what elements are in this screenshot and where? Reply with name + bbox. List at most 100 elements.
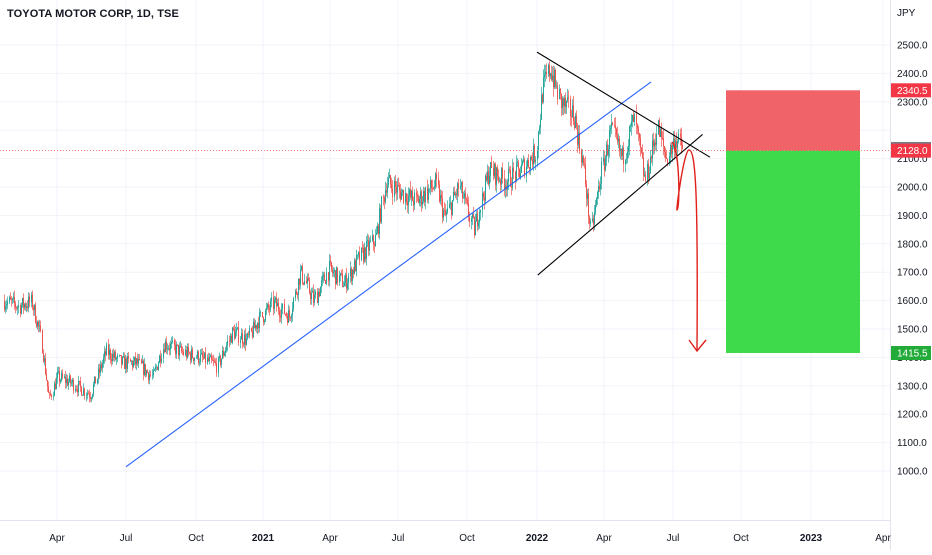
candle-body — [587, 193, 588, 199]
candle-body — [528, 160, 529, 168]
candle-body — [147, 370, 148, 373]
candle-body — [271, 297, 272, 301]
candle-body — [267, 304, 268, 308]
candle-body — [392, 188, 393, 197]
x-tick-label: Oct — [188, 533, 204, 544]
candle-body — [555, 69, 556, 87]
x-tick-label: Apr — [322, 533, 338, 544]
candle-body — [678, 133, 679, 141]
candle-body — [505, 185, 506, 190]
candle-body — [60, 380, 61, 382]
candle-body — [504, 178, 505, 190]
candle-body — [182, 351, 183, 352]
candle-body — [499, 180, 500, 182]
candle-body — [333, 271, 334, 273]
candle-body — [456, 193, 457, 196]
candle-body — [605, 157, 606, 171]
candle-body — [24, 304, 25, 308]
candle-body — [97, 379, 98, 384]
candle-body — [660, 128, 661, 137]
candle-body — [32, 294, 33, 308]
candle-body — [234, 329, 235, 339]
candle-body — [279, 310, 280, 317]
candle-body — [560, 88, 561, 94]
candle-body — [86, 395, 87, 396]
candle-body — [417, 194, 418, 198]
candle-body — [18, 305, 19, 308]
candle-body — [631, 121, 632, 126]
candle-body — [211, 355, 212, 360]
candle-body — [651, 156, 652, 159]
candle-body — [235, 331, 236, 339]
candle-body — [551, 73, 552, 80]
candle-body — [183, 351, 184, 355]
candle-body — [649, 173, 650, 179]
candle-body — [669, 156, 670, 164]
candle-body — [219, 355, 220, 358]
candle-body — [665, 152, 666, 158]
candle-body — [420, 191, 421, 199]
candle-body — [143, 360, 144, 375]
candle-body — [87, 393, 88, 396]
candle-body — [76, 389, 77, 390]
candle-body — [432, 188, 433, 189]
candle-body — [334, 270, 335, 272]
candle-body — [446, 212, 447, 215]
candle-body — [431, 180, 432, 189]
projection-arrowhead — [688, 339, 707, 353]
candle-body — [539, 127, 540, 132]
candle-body — [23, 298, 24, 308]
candle-body — [221, 358, 222, 365]
candle-body — [268, 304, 269, 309]
candle-body — [391, 184, 392, 189]
candle-body — [647, 163, 648, 181]
target-price-badge-text: 1415.5 — [897, 348, 928, 359]
candle-body — [231, 335, 232, 343]
candle-body — [185, 349, 186, 355]
candle-body — [387, 184, 388, 193]
candle-body — [582, 156, 583, 163]
candle-body — [116, 357, 117, 360]
target-price-badge — [891, 345, 931, 360]
candle-body — [7, 301, 8, 305]
candle-body — [405, 193, 406, 203]
candle-body — [480, 209, 481, 213]
candle-body — [178, 344, 179, 356]
candle-body — [248, 333, 249, 335]
candle-body — [253, 321, 254, 338]
candle-body — [245, 334, 246, 345]
candle-body — [430, 180, 431, 189]
candle-body — [207, 357, 208, 364]
uptrend-line — [125, 81, 652, 468]
candle-body — [136, 358, 137, 365]
candle-body — [546, 72, 547, 74]
candle-body — [115, 351, 116, 360]
candle-body — [596, 198, 597, 206]
candle-body — [120, 355, 121, 356]
candle-body — [372, 235, 373, 241]
candle-body — [102, 363, 103, 369]
candle-body — [223, 350, 224, 356]
candle-body — [529, 167, 530, 170]
candle-body — [406, 193, 407, 202]
candle-body — [302, 265, 303, 283]
candle-body — [532, 159, 533, 165]
candle-body — [496, 167, 497, 185]
candle-body — [343, 286, 344, 288]
candle-body — [402, 189, 403, 193]
candle-body — [638, 128, 639, 134]
candle-body — [517, 162, 518, 163]
candle-body — [205, 352, 206, 364]
candle-body — [458, 183, 459, 189]
candle-body — [571, 116, 572, 117]
candle-body — [368, 240, 369, 251]
candle-body — [282, 303, 283, 310]
candle-body — [210, 355, 211, 358]
take-profit-zone — [726, 150, 860, 353]
candle-body — [566, 100, 567, 107]
candle-body — [276, 297, 277, 307]
candle-body — [215, 361, 216, 364]
candle-body — [133, 361, 134, 367]
